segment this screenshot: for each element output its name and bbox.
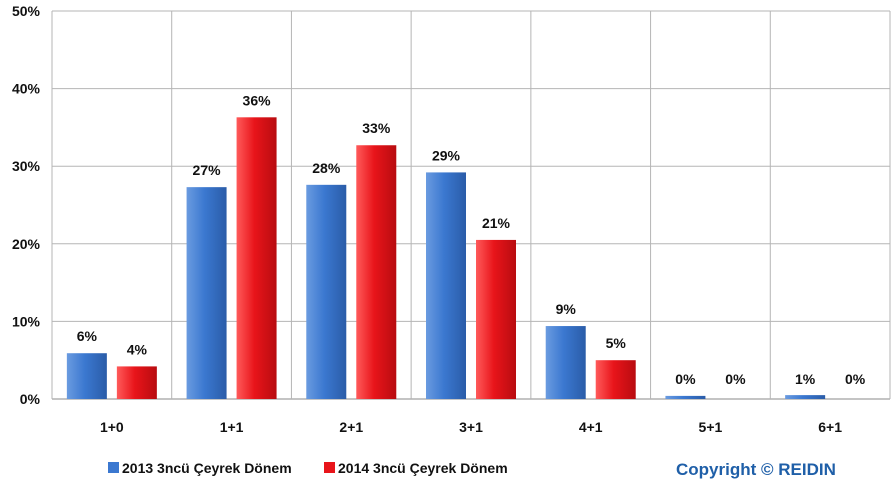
- data-label: 0%: [675, 371, 696, 387]
- bar-2: [116, 366, 157, 399]
- data-label: 9%: [556, 301, 577, 317]
- x-tick-label: 4+1: [579, 419, 603, 435]
- bar-1: [665, 395, 706, 399]
- y-tick-label: 30%: [12, 158, 41, 174]
- legend-swatch: [324, 462, 335, 473]
- data-label: 36%: [243, 92, 272, 108]
- legend-label: 2014 3ncü Çeyrek Dönem: [338, 460, 508, 476]
- y-tick-label: 50%: [12, 3, 41, 19]
- bar-1: [66, 353, 107, 399]
- data-label: 28%: [312, 160, 341, 176]
- x-tick-label: 3+1: [459, 419, 483, 435]
- bar-1: [785, 395, 826, 399]
- grid: [51, 10, 891, 400]
- data-label: 0%: [725, 371, 746, 387]
- bar-1: [426, 172, 466, 399]
- copyright-text: Copyright © REIDIN: [676, 460, 836, 479]
- bar-1: [545, 326, 586, 399]
- y-tick-label: 40%: [12, 81, 41, 97]
- bar-2: [476, 239, 516, 399]
- x-tick-label: 5+1: [699, 419, 723, 435]
- bar-2: [595, 360, 636, 399]
- legend: 2013 3ncü Çeyrek Dönem 2014 3ncü Çeyrek D…: [108, 460, 508, 476]
- bar-1: [186, 187, 227, 399]
- data-labels: 6% 4% 27% 36% 28% 33% 29% 21% 9% 5% 0% 0% 1% 0%: [77, 92, 866, 387]
- data-label: 0%: [845, 371, 866, 387]
- x-tick-label: 6+1: [818, 419, 842, 435]
- y-axis: 0% 10% 20% 30% 40% 50%: [12, 3, 41, 407]
- x-tick-label: 1+1: [220, 419, 244, 435]
- data-label: 6%: [77, 328, 98, 344]
- y-tick-label: 0%: [20, 391, 41, 407]
- legend-label: 2013 3ncü Çeyrek Dönem: [122, 460, 292, 476]
- data-label: 27%: [193, 162, 222, 178]
- y-tick-label: 10%: [12, 313, 41, 329]
- legend-swatch: [108, 462, 119, 473]
- x-tick-label: 2+1: [339, 419, 363, 435]
- bar-1: [306, 184, 347, 399]
- x-tick-label: 1+0: [100, 419, 124, 435]
- bars: [66, 117, 826, 399]
- data-label: 29%: [432, 147, 461, 163]
- x-axis: 1+0 1+1 2+1 3+1 4+1 5+1 6+1: [100, 419, 842, 435]
- bar-2: [356, 145, 397, 399]
- data-label: 5%: [606, 335, 627, 351]
- y-tick-label: 20%: [12, 236, 41, 252]
- data-label: 33%: [362, 120, 391, 136]
- data-label: 4%: [127, 341, 148, 357]
- data-label: 1%: [795, 371, 816, 387]
- data-label: 21%: [482, 215, 511, 231]
- bar-2: [236, 117, 277, 399]
